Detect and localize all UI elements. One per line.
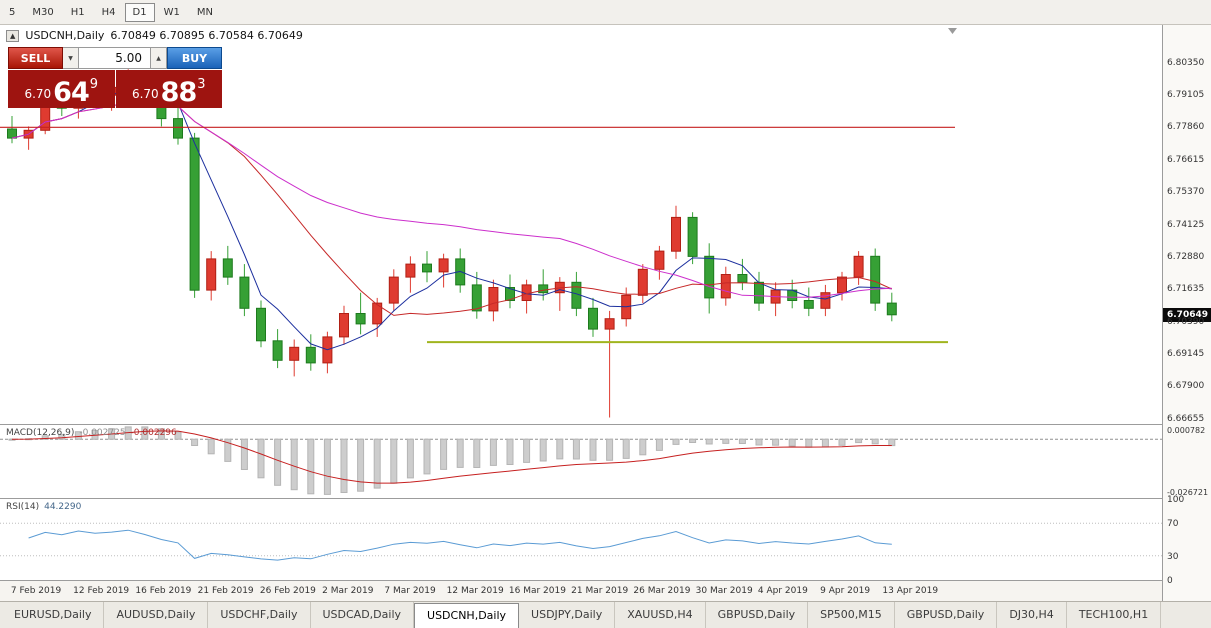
tab-dj30-h4[interactable]: DJ30,H4 [997,602,1067,628]
price-scale-label: 6.77860 [1167,122,1205,132]
sell-button[interactable]: SELL [8,47,63,69]
tab-tech100-h1[interactable]: TECH100,H1 [1067,602,1162,628]
chart-header: ▲ USDCNH,Daily 6.70849 6.70895 6.70584 6… [6,29,303,42]
chart-shift-icon [948,28,957,34]
current-price-badge: 6.70649 [1163,308,1211,322]
chart-tab-bar: EURUSD,Daily AUDUSD,Daily USDCHF,Daily USDC… [0,601,1211,628]
period-button-h4[interactable]: H4 [101,6,116,18]
tab-gbpusd-daily[interactable]: GBPUSD,Daily [895,602,998,628]
price-scale-label: 6.72880 [1167,252,1205,262]
macd-main-value: -0.002725 [79,428,126,438]
time-axis-label: 21 Feb 2019 [197,586,254,596]
time-axis-label: 26 Feb 2019 [259,586,316,596]
rsi-pane[interactable]: RSI(14) 44.2290 [0,499,1162,580]
price-scale-label: 6.71635 [1167,284,1205,294]
rsi-label: RSI(14) [6,502,40,512]
ma-line-34 [11,100,892,298]
one-click-collapse-icon[interactable]: ▲ [6,29,20,42]
period-button-5[interactable]: 5 [9,6,16,18]
rsi-scale-label: 0 [1167,576,1173,586]
tab-audusd-daily[interactable]: AUDUSD,Daily [104,602,209,628]
volume-up-icon[interactable]: ▲ [151,47,167,69]
price-scale-label: 6.66655 [1167,414,1205,424]
rsi-value: 44.2290 [44,502,82,512]
time-axis-label: 4 Apr 2019 [757,586,808,596]
period-button-m30[interactable]: M30 [32,6,54,18]
rsi-scale-label: 30 [1167,552,1179,562]
sell-price-prefix: 6.70 [24,87,52,101]
macd-label-row: MACD(12,26,9) -0.002725 -0.002296 [6,428,177,438]
price-scale-label: 6.79105 [1167,90,1205,100]
rsi-chart [0,522,1162,561]
tab-eurusd-daily[interactable]: EURUSD,Daily [2,602,105,628]
rsi-label-row: RSI(14) 44.2290 [6,502,81,512]
time-axis-label: 13 Apr 2019 [882,586,939,596]
tab-gbpusd-daily[interactable]: GBPUSD,Daily [706,602,809,628]
time-axis-label: 16 Mar 2019 [508,586,566,596]
tab-usdchf-daily[interactable]: USDCHF,Daily [208,602,311,628]
macd-pane[interactable]: MACD(12,26,9) -0.002725 -0.002296 [0,425,1162,498]
period-button-mn[interactable]: MN [196,6,213,18]
volume-dropdown-icon[interactable]: ▼ [63,47,79,69]
time-axis-label: 7 Feb 2019 [10,586,62,596]
time-axis-label: 12 Feb 2019 [73,586,130,596]
price-scale-label: 6.70390 [1167,317,1205,327]
period-button-h1[interactable]: H1 [70,6,85,18]
buy-price-prefix: 6.70 [131,87,159,101]
period-button-d1[interactable]: D1 [124,2,155,22]
macd-scale-label: -0.026721 [1167,488,1209,497]
timeframe-toolbar: 5 M30 H1 H4 D1 W1 MN [0,0,1211,25]
buy-price-display[interactable]: 6.70 88 3 [115,70,222,108]
time-axis-label: 16 Feb 2019 [135,586,192,596]
chart-ohlc-values: 6.70849 6.70895 6.70584 6.70649 [110,29,303,42]
price-scale[interactable]: 6.70649 6.80350 6.79105 6.77860 6.76615 6.75… [1162,25,1211,601]
price-scale-label: 6.80350 [1167,58,1205,68]
buy-price-pip-digit: 3 [197,77,206,92]
tab-sp500-m15[interactable]: SP500,M15 [808,602,895,628]
time-axis-label: 9 Apr 2019 [820,586,871,596]
sell-price-pip-digit: 9 [89,77,99,92]
price-scale-label: 6.75370 [1167,187,1205,197]
macd-scale-label: 0.000782 [1167,426,1206,435]
sell-price-big-digits: 64 [53,77,90,108]
pane-separator[interactable] [0,498,1211,499]
period-button-w1[interactable]: W1 [163,6,180,18]
one-click-trade-panel: SELL ▼ 5.00 ▲ BUY 6.70 64 9 6.70 88 3 [8,47,222,108]
time-axis-label: 21 Mar 2019 [571,586,629,596]
rsi-scale-label: 100 [1167,495,1185,505]
tab-usdcnh-daily[interactable]: USDCNH,Daily [414,603,520,628]
tab-usdjpy-daily[interactable]: USDJPY,Daily [519,602,616,628]
price-scale-label: 6.76615 [1167,155,1205,165]
chart-symbol-label: USDCNH,Daily [25,29,105,42]
time-axis-label: 2 Mar 2019 [322,586,374,596]
ma-line-13 [11,100,893,316]
sell-price-display[interactable]: 6.70 64 9 [8,70,115,108]
time-axis-label: 30 Mar 2019 [695,586,753,596]
pane-separator[interactable] [0,424,1211,425]
macd-signal-value: -0.002296 [130,428,177,438]
price-scale-label: 6.69145 [1167,349,1205,359]
buy-price-big-digits: 88 [160,77,198,108]
volume-input[interactable]: 5.00 [79,47,151,69]
macd-label: MACD(12,26,9) [6,428,75,438]
time-axis-label: 26 Mar 2019 [633,586,691,596]
tab-usdcad-daily[interactable]: USDCAD,Daily [311,602,415,628]
buy-button[interactable]: BUY [167,47,222,69]
time-axis-label: 7 Mar 2019 [384,586,436,596]
tab-xauusd-h4[interactable]: XAUUSD,H4 [615,602,706,628]
time-axis[interactable]: 7 Feb 2019 12 Feb 2019 16 Feb 2019 21 Feb 2… [0,581,1162,601]
pane-separator[interactable] [0,580,1211,581]
price-chart-pane[interactable]: ▲ USDCNH,Daily 6.70849 6.70895 6.70584 6… [0,25,1162,424]
time-axis-label: 12 Mar 2019 [446,586,504,596]
price-scale-label: 6.74125 [1167,220,1205,230]
macd-chart [0,426,1162,495]
price-scale-label: 6.67900 [1167,381,1205,391]
rsi-scale-label: 70 [1167,519,1179,529]
